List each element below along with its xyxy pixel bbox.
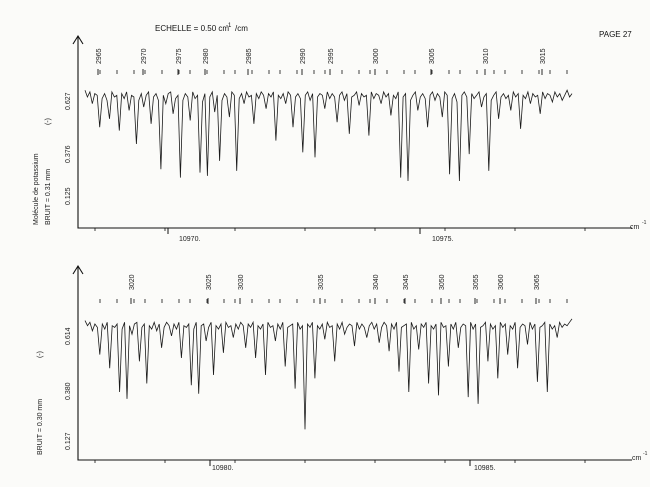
lower-ytick-2: 0.380 [65,382,72,400]
lower-line-number: 3050 [439,274,446,290]
lower-panel: BRUIT = 0.30 mm (-) 0.614 0.380 0.127 10… [37,264,648,472]
upper-line-number: 3010 [483,48,490,64]
upper-line-number: 2965 [96,48,103,64]
lower-xtick-label-1: 10980. [212,465,233,472]
lower-spectrum-trace [84,318,573,430]
upper-x-unit-exp: -1 [642,220,647,226]
lower-ticks [94,460,586,466]
lower-xtick-label-2: 10985. [474,465,495,472]
lower-yunit: (-) [37,351,44,358]
upper-line-number: 2990 [300,48,307,64]
upper-axis-arrow [72,34,84,45]
page-label: PAGE 27 [599,30,632,39]
lower-line-number: 3065 [534,274,541,290]
lower-line-number: 3025 [206,274,213,290]
upper-ylabel: Molécule de potassium [33,153,40,225]
upper-ticks [94,228,586,234]
upper-xtick-label-1: 10970. [179,236,200,243]
lower-x-unit: cm [632,455,642,462]
scale-unit: /cm [235,24,248,33]
upper-line-number: 3005 [429,48,436,64]
upper-line-number: 3015 [540,48,547,64]
upper-yunit: (-) [45,118,52,125]
lower-line-number: 3055 [473,274,480,290]
upper-line-number: 2980 [203,48,210,64]
lower-line-number: 3040 [373,274,380,290]
upper-ytick-2: 0.376 [65,145,72,163]
lower-ytick-1: 0.614 [65,327,72,345]
lower-line-number: 3045 [403,274,410,290]
upper-ytick-1: 0.627 [65,92,72,110]
lower-noise-label: BRUIT = 0.30 mm [37,399,44,455]
upper-x-unit: cm [630,224,640,231]
upper-line-number: 2985 [246,48,253,64]
lower-line-number: 3035 [318,274,325,290]
lower-axes [77,266,632,461]
lower-x-unit-exp: -1 [643,451,648,457]
upper-panel: Molécule de potassium BRUIT = 0.31 mm (-… [33,34,647,243]
upper-line-number: 2970 [141,48,148,64]
spectrum-traces: 2965 2970 2975 2980 2985 2990 2995 3000 3005 3010… [84,48,573,430]
scale-label: ECHELLE = 0.50 cm [155,24,229,33]
upper-line-number: 2995 [328,48,335,64]
upper-spectrum-trace [84,89,573,182]
lower-ytick-3: 0.127 [65,432,72,450]
upper-line-number: 3000 [373,48,380,64]
upper-ytick-3: 0.125 [65,187,72,205]
upper-noise-label: BRUIT = 0.31 mm [45,169,52,225]
upper-axes [77,36,632,229]
lower-line-number: 3030 [238,274,245,290]
upper-xtick-label-2: 10975. [432,236,453,243]
lower-axis-arrow [72,264,84,275]
upper-line-number: 2975 [176,48,183,64]
lower-line-number: 3020 [129,274,136,290]
lower-line-number: 3060 [498,274,505,290]
scale-exponent: -1 [226,23,232,29]
